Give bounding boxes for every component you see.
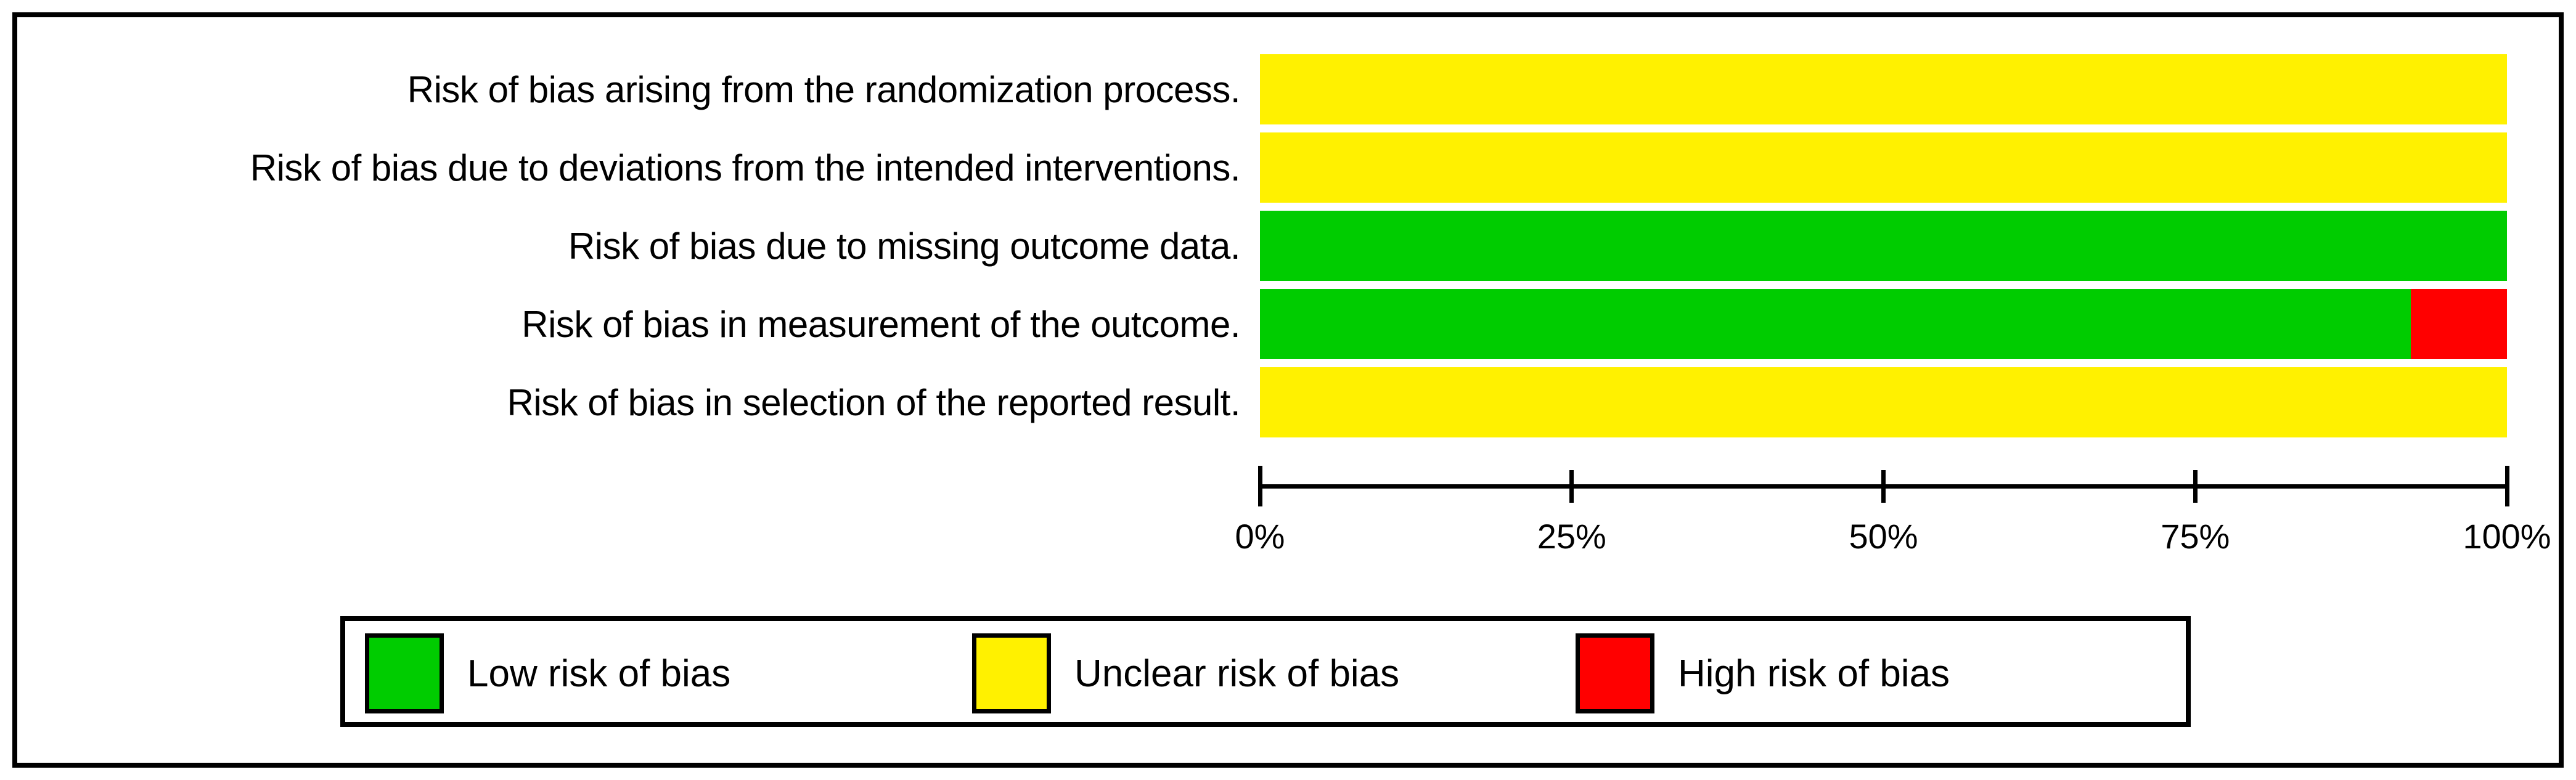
legend-item-low-risk-of-bias: Low risk of bias (365, 633, 730, 713)
x-axis-tick-label-0: 0% (1235, 517, 1285, 556)
legend-swatch-high-risk-of-bias (1576, 633, 1654, 713)
bar-track (1260, 289, 2507, 359)
bar-segment-low-risk-of-bias (1260, 211, 2507, 281)
x-axis-tick-100 (2504, 466, 2509, 506)
x-axis-tick-50 (1881, 470, 1886, 503)
legend-label-unclear-risk-of-bias: Unclear risk of bias (1074, 652, 1400, 695)
bar-row: Risk of bias due to missing outcome data… (0, 211, 2576, 281)
bar-segment-unclear-risk-of-bias (1260, 132, 2507, 203)
legend-label-high-risk-of-bias: High risk of bias (1678, 652, 1950, 695)
bar-segment-low-risk-of-bias (1260, 289, 2411, 359)
legend-item-unclear-risk-of-bias: Unclear risk of bias (972, 633, 1399, 713)
bar-track (1260, 367, 2507, 437)
row-label-risk-of-bias-in-selection-of-the-reporte: Risk of bias in selection of the reporte… (507, 381, 1241, 423)
x-axis-tick-label-75: 75% (2161, 517, 2230, 556)
legend: Low risk of bias Unclear risk of bias High… (340, 616, 2191, 727)
bar-row: Risk of bias due to deviations from the … (0, 132, 2576, 203)
bar-row: Risk of bias in measurement of the outco… (0, 289, 2576, 359)
row-label-risk-of-bias-arising-from-the-randomizat: Risk of bias arising from the randomizat… (407, 68, 1241, 110)
legend-label-low-risk-of-bias: Low risk of bias (467, 652, 731, 695)
x-axis-tick-label-100: 100% (2463, 517, 2551, 556)
legend-swatch-low-risk-of-bias (365, 633, 444, 713)
bar-segment-high-risk-of-bias (2411, 289, 2507, 359)
x-axis-tick-0 (1257, 466, 1262, 506)
bar-row: Risk of bias in selection of the reporte… (0, 367, 2576, 437)
bar-segment-unclear-risk-of-bias (1260, 367, 2507, 437)
x-axis-tick-label-50: 50% (1849, 517, 1918, 556)
row-label-risk-of-bias-in-measurement-of-the-outco: Risk of bias in measurement of the outco… (521, 303, 1240, 345)
x-axis-tick-75 (2193, 470, 2198, 503)
legend-swatch-unclear-risk-of-bias (972, 633, 1051, 713)
row-label-risk-of-bias-due-to-missing-outcome-data: Risk of bias due to missing outcome data… (568, 225, 1241, 267)
bar-segment-unclear-risk-of-bias (1260, 54, 2507, 124)
x-axis-tick-label-25: 25% (1537, 517, 1606, 556)
bar-track (1260, 132, 2507, 203)
row-label-risk-of-bias-due-to-deviations-from-the-: Risk of bias due to deviations from the … (250, 147, 1241, 189)
bar-track (1260, 54, 2507, 124)
x-axis-tick-25 (1569, 470, 1574, 503)
bar-track (1260, 211, 2507, 281)
bar-row: Risk of bias arising from the randomizat… (0, 54, 2576, 124)
legend-item-high-risk-of-bias: High risk of bias (1576, 633, 1950, 713)
